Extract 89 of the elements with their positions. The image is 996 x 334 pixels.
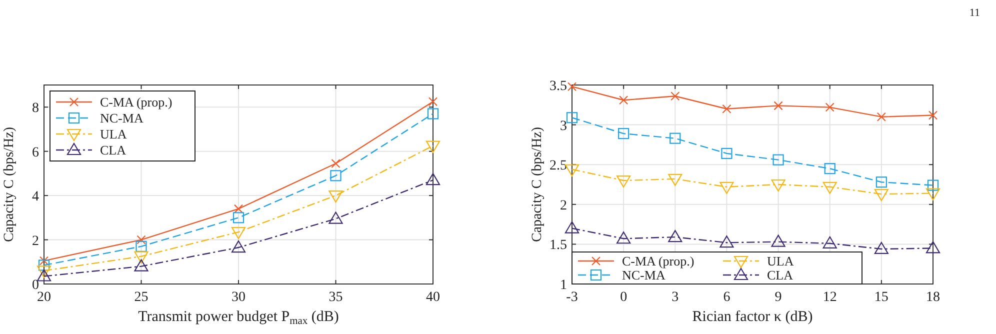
x-tick-label: 35 xyxy=(328,290,343,305)
point xyxy=(771,234,786,247)
legend-label: NC-MA xyxy=(100,110,144,126)
point xyxy=(136,240,147,252)
point xyxy=(566,112,578,124)
point xyxy=(720,182,734,194)
y-tick-label: 2 xyxy=(560,198,567,214)
point xyxy=(38,260,50,271)
x-tick-label: 3 xyxy=(672,290,679,305)
point xyxy=(134,259,148,272)
point xyxy=(774,101,783,110)
y-tick-label: 0 xyxy=(32,278,39,293)
point xyxy=(231,240,246,253)
x-tick-label: 0 xyxy=(620,290,628,305)
point xyxy=(720,236,734,248)
y-tick-label: 3 xyxy=(560,118,567,134)
x-tick-label: 30 xyxy=(232,290,246,305)
point xyxy=(822,182,837,194)
y-tick-label: 6 xyxy=(32,145,39,160)
point xyxy=(564,164,580,176)
point xyxy=(927,180,939,191)
point xyxy=(771,179,786,192)
x-tick-label: -3 xyxy=(566,290,578,305)
x-tick-label: 6 xyxy=(723,290,730,305)
x-tick-label: 20 xyxy=(37,290,51,305)
legend-label: CLA xyxy=(100,142,127,158)
point xyxy=(822,236,837,248)
point xyxy=(928,110,938,120)
x-tick-label: 25 xyxy=(134,290,148,305)
y-axis-title: Capacity C (bps/Hz) xyxy=(2,126,17,242)
point xyxy=(722,104,732,114)
point xyxy=(876,112,886,122)
y-axis-title: Capacity C (bps/Hz) xyxy=(530,126,545,242)
point xyxy=(619,96,628,105)
point xyxy=(670,92,680,101)
x-axis-title: Rician factor κ (dB) xyxy=(692,309,813,325)
point xyxy=(772,154,784,166)
point xyxy=(824,163,836,174)
point xyxy=(328,212,343,224)
point xyxy=(428,97,438,106)
point xyxy=(232,212,244,224)
point xyxy=(136,235,146,244)
point xyxy=(36,269,52,282)
x-tick-label: 18 xyxy=(926,290,940,305)
x-axis-title: Transmit power budget P$_{max}$ (dB) xyxy=(138,309,339,327)
point xyxy=(426,140,440,153)
y-tick-label: 8 xyxy=(32,101,39,116)
x-tick-label: 15 xyxy=(874,290,888,305)
point xyxy=(721,148,732,160)
point xyxy=(328,190,343,203)
point xyxy=(134,251,148,264)
point xyxy=(874,189,888,202)
point xyxy=(670,132,681,144)
point xyxy=(668,230,682,242)
point xyxy=(426,173,440,186)
point xyxy=(616,175,631,188)
x-tick-label: 12 xyxy=(822,290,837,305)
point xyxy=(825,102,834,112)
point xyxy=(567,82,577,92)
point xyxy=(874,242,888,254)
text: 11 xyxy=(969,7,980,19)
point xyxy=(427,108,439,120)
point xyxy=(330,170,342,182)
y-tick-label: 4 xyxy=(32,190,39,205)
y-tick-label: 3.5 xyxy=(550,79,567,94)
point xyxy=(564,221,580,234)
x-tick-label: 40 xyxy=(426,290,440,305)
point xyxy=(234,204,244,214)
legend-label: C-MA (prop.) xyxy=(622,254,694,268)
point xyxy=(331,158,340,168)
point xyxy=(231,226,246,240)
point xyxy=(618,128,630,140)
legend-label: ULA xyxy=(100,126,128,142)
point xyxy=(39,256,49,266)
legend-label: C-MA (prop.) xyxy=(100,94,172,110)
point xyxy=(926,188,940,200)
point xyxy=(926,241,940,254)
point xyxy=(668,174,682,186)
point xyxy=(36,266,52,278)
y-tick-label: 1.5 xyxy=(550,238,567,254)
legend-label: CLA xyxy=(767,268,794,282)
y-tick-label: 1 xyxy=(560,278,567,293)
legend-label: NC-MA xyxy=(622,268,666,282)
y-tick-label: 2 xyxy=(32,234,39,249)
point xyxy=(876,176,887,188)
y-tick-label: 2.5 xyxy=(550,158,567,174)
point xyxy=(616,232,631,244)
legend-label: ULA xyxy=(767,254,794,268)
x-tick-label: 9 xyxy=(774,290,782,305)
